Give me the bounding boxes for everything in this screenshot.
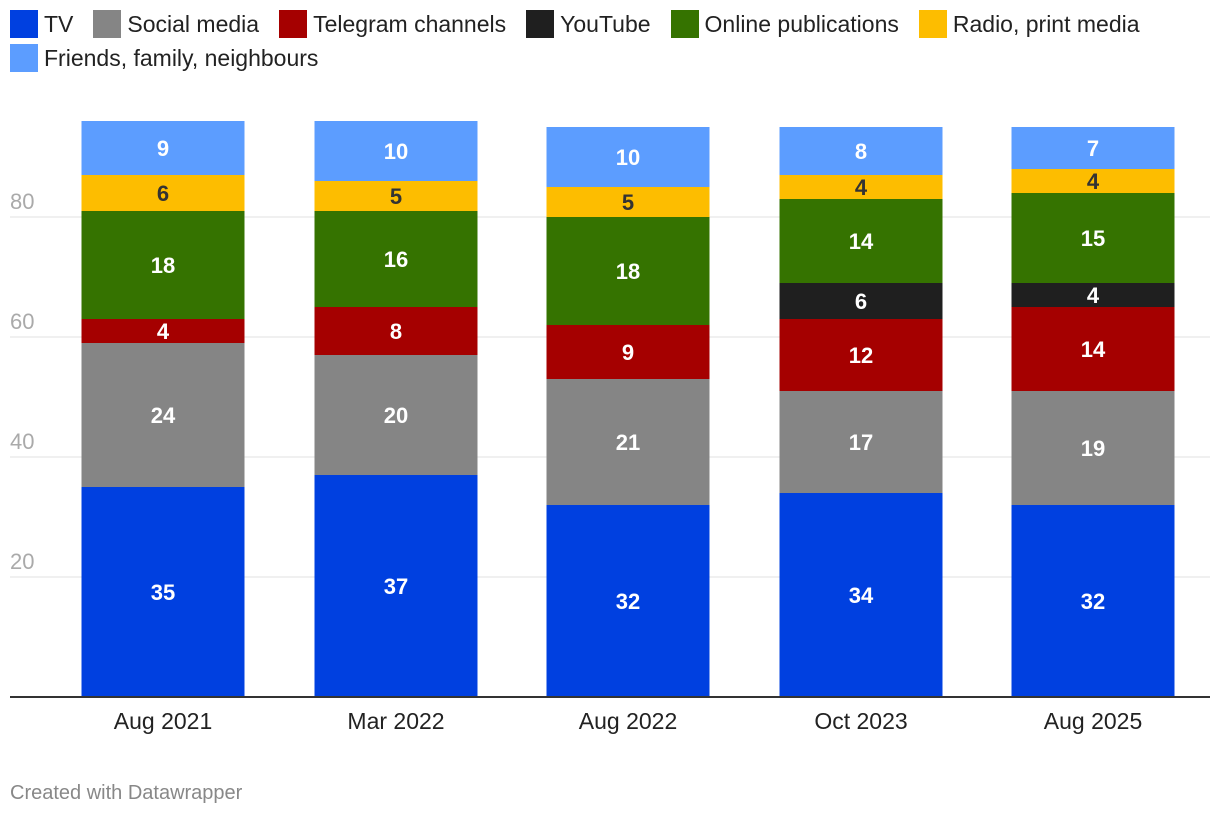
bar-segment <box>314 475 478 697</box>
bar-segment <box>779 319 943 391</box>
bar-segment <box>1011 391 1175 505</box>
data-label: 17 <box>849 430 873 455</box>
bar-segment <box>314 121 478 181</box>
legend-label: Radio, print media <box>952 10 1140 37</box>
bar-segment <box>1011 307 1175 391</box>
legend-swatch <box>279 10 308 38</box>
bar-segment <box>314 355 478 475</box>
legend-item-4: Online publications <box>670 10 899 38</box>
data-label: 18 <box>616 259 640 284</box>
bar-segment <box>314 307 478 355</box>
data-label: 19 <box>1081 436 1105 461</box>
data-label: 14 <box>1081 337 1106 362</box>
legend-swatch <box>918 10 947 38</box>
bar-segment <box>1011 169 1175 193</box>
bar-segment <box>546 127 710 187</box>
data-label: 15 <box>1081 226 1105 251</box>
data-label: 35 <box>151 580 175 605</box>
data-label: 16 <box>384 247 408 272</box>
bar-segment <box>1011 505 1175 697</box>
legend-item-0: TV <box>10 10 73 38</box>
bar-segment <box>1011 283 1175 307</box>
y-tick-label: 60 <box>10 309 34 334</box>
data-label: 8 <box>390 319 402 344</box>
bar-segment <box>546 505 710 697</box>
legend-swatch <box>93 10 122 38</box>
data-label: 37 <box>384 574 408 599</box>
bar-segment <box>81 319 245 343</box>
data-label: 10 <box>384 139 408 164</box>
legend-label: Online publications <box>704 10 899 37</box>
x-tick-label: Aug 2021 <box>114 708 212 734</box>
data-label: 5 <box>390 184 402 209</box>
legend-item-3: YouTube <box>526 10 651 38</box>
data-label: 32 <box>616 589 640 614</box>
legend-swatch <box>526 10 555 38</box>
data-label: 34 <box>849 583 874 608</box>
legend-label: TV <box>44 10 74 37</box>
legend-swatch <box>670 10 699 38</box>
bar-segment <box>81 121 245 175</box>
bar-segment <box>779 391 943 493</box>
legend-item-5: Radio, print media <box>918 10 1140 38</box>
y-tick-label: 40 <box>10 429 34 454</box>
data-label: 6 <box>157 181 169 206</box>
data-label: 8 <box>855 139 867 164</box>
bar-segment <box>546 187 710 217</box>
data-label: 20 <box>384 403 408 428</box>
data-label: 9 <box>157 136 169 161</box>
data-label: 4 <box>1087 169 1100 194</box>
data-label: 4 <box>1087 283 1100 308</box>
bar-segment <box>779 175 943 199</box>
bar-segment <box>1011 127 1175 169</box>
data-label: 18 <box>151 253 175 278</box>
bar-segment <box>546 379 710 505</box>
x-tick-label: Mar 2022 <box>347 708 444 734</box>
y-tick-label: 20 <box>10 549 34 574</box>
chart-legend: TV Social media Telegram channels YouTube On… <box>10 10 1210 72</box>
data-label: 4 <box>157 319 170 344</box>
y-tick-label: 80 <box>10 189 34 214</box>
bar-segment <box>1011 193 1175 283</box>
stacked-bar-chart: 20 40 60 80 35 24 4 18 6 9 Aug 2021 37 20 8 16 5 10 Mar 2… <box>10 121 1210 734</box>
bar-segment <box>779 283 943 319</box>
legend-label: Telegram channels <box>313 10 507 37</box>
data-label: 9 <box>622 340 634 365</box>
bar-segment <box>81 487 245 697</box>
legend-label: YouTube <box>560 10 651 37</box>
bar-segment <box>546 217 710 325</box>
bar-segment <box>779 127 943 175</box>
bar-segment <box>779 493 943 697</box>
data-label: 6 <box>855 289 867 314</box>
data-label: 21 <box>616 430 640 455</box>
legend-item-1: Social media <box>93 10 259 38</box>
legend-label: Social media <box>127 10 260 37</box>
legend-item-2: Telegram channels <box>279 10 506 38</box>
bar-segment <box>81 175 245 211</box>
legend-item-6: Friends, family, neighbours <box>10 44 318 72</box>
bar-segment <box>81 343 245 487</box>
legend-label: Friends, family, neighbours <box>44 44 319 71</box>
data-label: 14 <box>849 229 874 254</box>
data-label: 4 <box>855 175 868 200</box>
data-label: 10 <box>616 145 640 170</box>
bar-segment <box>779 199 943 283</box>
footer-credit: Created with Datawrapper <box>10 782 243 804</box>
data-label: 32 <box>1081 589 1105 614</box>
bar-segment <box>314 181 478 211</box>
data-label: 24 <box>151 403 176 428</box>
bar-segment <box>81 211 245 319</box>
data-label: 5 <box>622 190 634 215</box>
data-label: 12 <box>849 343 873 368</box>
bar-segment <box>314 211 478 307</box>
x-tick-label: Aug 2025 <box>1044 708 1142 734</box>
data-label: 7 <box>1087 136 1099 161</box>
bar-segment <box>546 325 710 379</box>
legend-swatch <box>10 44 38 72</box>
legend-swatch <box>10 10 38 38</box>
x-tick-label: Oct 2023 <box>814 708 907 734</box>
x-tick-label: Aug 2022 <box>579 708 677 734</box>
